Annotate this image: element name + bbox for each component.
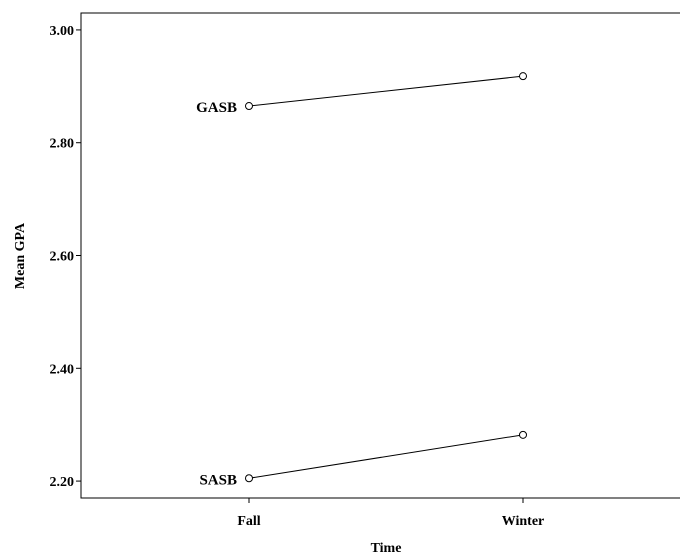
x-tick-label: Winter: [502, 514, 545, 529]
data-point-gasb: [245, 102, 253, 111]
x-axis-label: Time: [371, 541, 402, 554]
y-axis-label: Mean GPA: [13, 222, 28, 289]
data-point-gasb: [519, 72, 527, 81]
series-label-sasb: SASB: [199, 472, 237, 488]
y-tick-label: 2.40: [50, 362, 75, 377]
series-label-gasb: GASB: [196, 100, 237, 116]
data-point-sasb: [519, 430, 527, 439]
x-axis: Fall Winter: [237, 498, 544, 529]
data-point-sasb: [245, 474, 253, 483]
y-tick-label: 2.80: [50, 137, 75, 152]
plot-frame: [80, 12, 680, 499]
y-tick-label: 2.20: [50, 475, 75, 490]
series-line-gasb: [248, 75, 524, 107]
x-tick-label: Fall: [237, 514, 260, 529]
y-axis: 2.20 2.40 2.60 2.80 3.00: [50, 24, 81, 490]
series-line-sasb: [248, 434, 524, 479]
series-layer: GASB SASB: [196, 72, 527, 488]
y-tick-label: 3.00: [50, 24, 75, 39]
y-tick-label: 2.60: [50, 250, 75, 265]
